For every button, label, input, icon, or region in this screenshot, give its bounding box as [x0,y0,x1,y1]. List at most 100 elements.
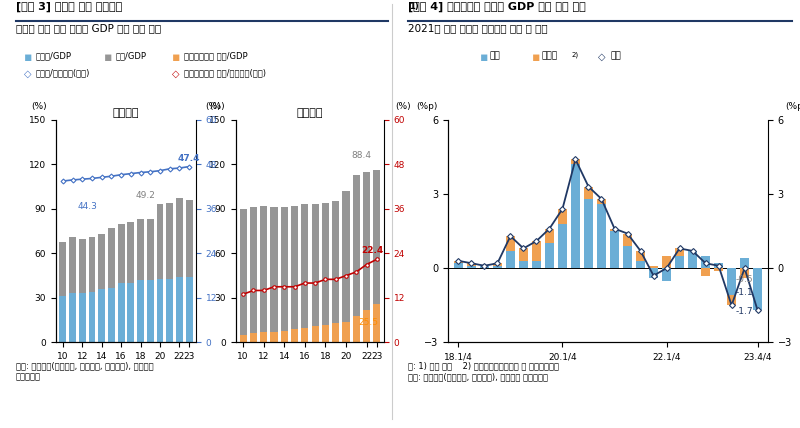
Text: (%): (%) [206,102,221,111]
Text: 주: 1) 전기 대비    2) 비은행예금취급기관 및 기타금융기관
자료: 한국은행(국민소득, 자금순환), 금융기관 업무보고서: 주: 1) 전기 대비 2) 비은행예금취급기관 및 기타금융기관 자료: 한국… [408,362,559,381]
Bar [79,294,86,342]
Bar [610,231,619,268]
Text: 2): 2) [572,51,579,58]
Bar [291,329,298,342]
Text: ◇: ◇ [24,68,31,78]
Bar [545,229,554,244]
Bar [89,237,95,292]
Text: 22.4: 22.4 [362,247,384,256]
Bar [127,283,134,342]
Bar [714,263,723,268]
Bar [137,280,144,342]
Bar [688,251,697,268]
Bar [342,191,350,321]
Bar [454,263,463,268]
Text: (%p): (%p) [785,102,800,111]
Bar [467,263,476,266]
Bar [636,261,645,268]
Bar [59,297,66,342]
Bar [571,159,580,164]
Text: ▪: ▪ [24,51,33,64]
Bar [545,244,554,268]
Text: 비은행: 비은행 [542,51,558,60]
Bar [281,330,288,342]
Text: 전체: 전체 [610,51,621,60]
Bar [118,283,125,342]
Bar [332,202,339,323]
Text: (%): (%) [31,102,46,111]
Bar [610,229,619,231]
Bar [137,219,144,280]
Bar [166,279,173,342]
Text: （기업）: （기업） [297,108,323,118]
Bar [506,236,515,251]
Bar [176,277,183,342]
Text: 은행: 은행 [490,51,500,60]
Bar [636,251,645,261]
Bar [127,222,134,283]
Bar [311,205,318,326]
Bar [69,237,76,294]
Bar [727,268,736,295]
Text: 주담대/가계신용(우축): 주담대/가계신용(우축) [36,68,90,77]
Text: ◇: ◇ [598,51,606,61]
Text: 2021년 이후 비은행 중심으로 상승 후 하락: 2021년 이후 비은행 중심으로 상승 후 하락 [408,24,548,33]
Bar [493,263,502,266]
Bar [186,277,193,342]
Bar [147,280,154,342]
Bar [239,209,246,335]
Text: ▪: ▪ [480,51,489,64]
Bar [584,199,593,268]
Text: -0.5: -0.5 [735,275,753,284]
Bar [250,333,257,342]
Bar [363,310,370,342]
Text: 부동산 관련 대출 잔액의 GDP 대비 비율 증가: 부동산 관련 대출 잔액의 GDP 대비 비율 증가 [16,24,161,33]
Text: [그림 4] 금융업권별 대출의 GDP 대비 비율 변화: [그림 4] 금융업권별 대출의 GDP 대비 비율 변화 [408,2,586,12]
Bar [740,259,749,268]
Bar [147,219,154,280]
Text: (%): (%) [210,102,225,111]
Text: 주담대/GDP: 주담대/GDP [36,51,72,60]
Text: 25.5: 25.5 [358,318,378,327]
Bar [176,199,183,277]
Bar [727,295,736,305]
Bar [374,304,381,342]
Text: [그림 3] 부동산 관련 레버리지: [그림 3] 부동산 관련 레버리지 [16,2,122,12]
Text: -1.7: -1.7 [735,307,753,316]
Bar [270,208,278,332]
Bar [59,241,66,297]
Bar [302,205,309,327]
Text: ▪: ▪ [104,51,113,64]
Bar [302,327,309,342]
Bar [558,209,567,224]
Bar [623,234,632,246]
Text: 49.2: 49.2 [136,191,155,200]
Bar [623,246,632,268]
Bar [532,241,541,261]
Bar [519,261,528,268]
Bar [467,266,476,268]
Bar [79,238,86,294]
Bar [675,248,684,256]
Bar [69,294,76,342]
Bar [108,228,115,288]
Bar [584,187,593,199]
Bar [493,266,502,268]
Text: 부동산건설업 대출/기업신용(우축): 부동산건설업 대출/기업신용(우축) [184,68,266,77]
Bar [311,326,318,342]
Bar [157,279,163,342]
Bar [480,266,489,268]
Bar [454,261,463,263]
Bar [558,224,567,268]
Bar [281,208,288,330]
Bar [506,251,515,268]
Bar [108,288,115,342]
Bar [332,323,339,342]
Text: ◇: ◇ [172,68,179,78]
Bar [89,292,95,342]
Bar [250,208,257,333]
Text: 47.4: 47.4 [178,154,200,163]
Bar [166,203,173,279]
Bar [701,256,710,268]
Bar [519,248,528,261]
